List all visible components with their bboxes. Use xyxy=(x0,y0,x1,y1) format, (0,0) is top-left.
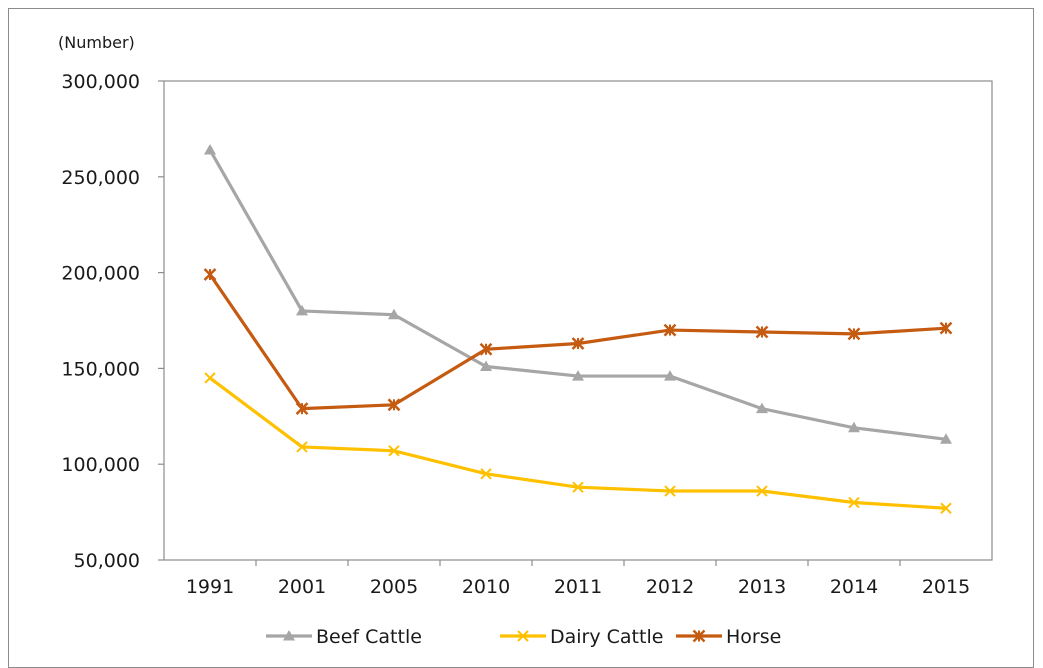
dairy-cattle-point xyxy=(296,441,308,453)
line-chart: (Number) 50,000 100,000 150,000 200,000 250,… xyxy=(58,33,993,648)
x-axis: 1991 2001 2005 2010 2011 2012 2013 2014 2015 xyxy=(186,560,970,598)
legend-label: Horse xyxy=(726,626,781,648)
legend-label: Dairy Cattle xyxy=(550,626,663,648)
x-tick-label: 2010 xyxy=(462,576,510,598)
y-tick-label: 50,000 xyxy=(74,550,140,572)
horse-point xyxy=(203,268,217,281)
horse-point xyxy=(479,342,493,356)
y-axis-label: (Number) xyxy=(58,33,135,52)
legend-marker xyxy=(692,629,706,643)
beef-cattle-point xyxy=(296,304,308,316)
legend: Beef Cattle Dairy Cattle Horse xyxy=(266,626,781,648)
dairy-cattle-point xyxy=(756,485,768,497)
x-tick-label: 2005 xyxy=(370,576,418,598)
dairy-cattle-point xyxy=(940,502,952,514)
x-tick-label: 2014 xyxy=(830,576,878,598)
legend-label: Beef Cattle xyxy=(316,626,422,648)
y-tick-label: 100,000 xyxy=(61,454,140,476)
series-layer xyxy=(203,143,953,514)
x-tick-label: 1991 xyxy=(186,576,234,598)
dairy-cattle-point xyxy=(848,496,860,509)
horse-point xyxy=(295,402,309,416)
horse-point xyxy=(755,325,769,339)
x-tick-label: 2013 xyxy=(738,576,786,598)
dairy-cattle-line xyxy=(209,376,947,510)
legend-marker xyxy=(283,630,295,641)
beef-cattle-point xyxy=(572,370,584,381)
x-tick-label: 2001 xyxy=(278,576,326,598)
dairy-cattle-point xyxy=(480,468,492,480)
y-tick-label: 150,000 xyxy=(61,358,140,380)
chart-frame xyxy=(8,8,1034,668)
y-tick-label: 300,000 xyxy=(61,71,140,93)
beef-cattle-point xyxy=(388,308,400,320)
dairy-cattle-point xyxy=(664,485,676,497)
series-beef-cattle xyxy=(204,143,952,444)
x-tick-label: 2012 xyxy=(646,576,694,598)
beef-cattle-point xyxy=(848,421,860,433)
plot-area xyxy=(163,80,993,561)
series-dairy-cattle xyxy=(204,372,952,514)
legend-marker xyxy=(517,630,529,642)
beef-cattle-point xyxy=(756,402,768,414)
horse-point xyxy=(939,321,953,335)
dairy-cattle-point xyxy=(388,445,400,457)
beef-cattle-point xyxy=(480,360,492,371)
horse-point xyxy=(663,323,677,337)
legend-item-horse: Horse xyxy=(676,626,781,648)
beef-cattle-point xyxy=(664,370,676,381)
y-tick-label: 250,000 xyxy=(61,167,140,189)
beef-cattle-line xyxy=(208,149,947,441)
x-tick-label: 2011 xyxy=(554,576,602,598)
legend-item-dairy-cattle: Dairy Cattle xyxy=(500,626,663,648)
horse-point xyxy=(387,398,401,412)
y-axis: 50,000 100,000 150,000 200,000 250,000 300,00… xyxy=(61,71,164,572)
y-tick-label: 200,000 xyxy=(61,263,140,285)
series-horse xyxy=(203,268,953,416)
dairy-cattle-point xyxy=(572,481,584,493)
legend-item-beef-cattle: Beef Cattle xyxy=(266,626,422,648)
x-tick-label: 2015 xyxy=(922,576,970,598)
beef-cattle-point xyxy=(204,143,216,155)
horse-point xyxy=(571,337,585,350)
horse-point xyxy=(847,327,861,341)
beef-cattle-point xyxy=(940,433,952,444)
dairy-cattle-point xyxy=(204,372,216,384)
